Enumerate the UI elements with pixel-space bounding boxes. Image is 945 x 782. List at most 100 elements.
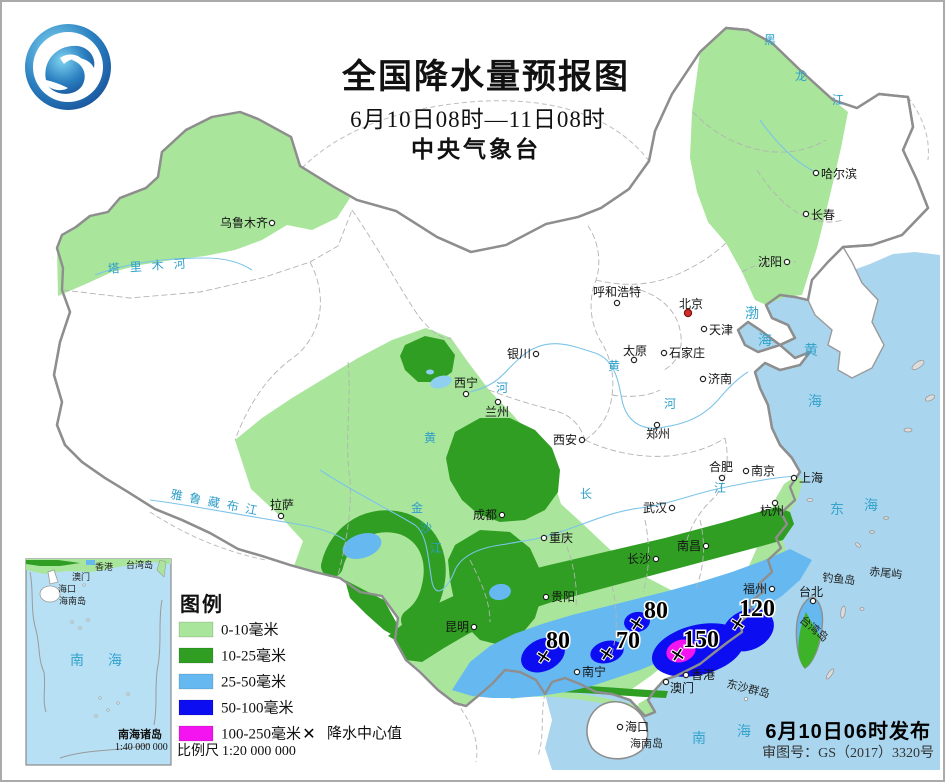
island-label: 赤尾屿 [869,565,903,581]
sea-labels: 渤海黄海东 海南海 [692,305,878,746]
city-label: 天津 [709,323,733,337]
city-label: 银川 [507,347,531,361]
city-label: 南昌 [677,538,701,553]
inset-label: 澳门 [72,571,90,582]
legend-swatch [178,699,214,716]
precip-50-100mm [521,608,774,677]
inset-label: 台湾岛 [126,559,153,570]
map-subtitle: 6月10日08时—11日08时 [350,107,606,132]
taiwan-island [795,596,824,669]
city-dot [613,299,621,307]
sea-label: 黄 [804,342,818,358]
precip-center-values: ✕80✕70✕80✕150✕120 [533,595,776,670]
precip-100-250mm [666,639,696,663]
city-label: 昆明 [445,620,469,634]
legend-swatch [178,647,214,664]
city-label: 香港 [691,668,715,682]
city-label: 乌鲁木齐 [220,215,268,230]
legend-title: 图例 [180,592,224,616]
map-agency: 中央气象台 [411,136,541,162]
city-dot [700,325,708,333]
city-dot [268,219,276,227]
legend-swatch [178,621,214,638]
sea-label: 东 [830,501,844,517]
river-label: 黄 [424,431,436,445]
river-label: 河 [496,381,508,395]
inset-label: 海南岛 [59,595,86,606]
legend-item-label: 50-100毫米 [221,699,294,717]
map-footer: 6月10日06时发布 审图号：GS（2017）3320号 [762,719,934,761]
legend: 图例 0-10毫米 10-25毫米 25-50毫米 50-100毫米 100-250毫米… [177,592,402,759]
release-time: 6月10日06时发布 [765,719,931,743]
city-dot [699,375,707,383]
city-dot [652,555,660,563]
precip-center-mark: ✕ [534,646,553,669]
capital-dot [683,308,693,318]
city-dot [616,723,624,731]
approval-number: 审图号：GS（2017）3320号 [762,745,934,761]
inset-name: 南海诸岛 [118,727,162,741]
river-label: 黄 [608,359,620,373]
legend-swatch [178,725,214,742]
river-label: 黑 [764,33,776,47]
city-label: 西安 [553,432,577,447]
city-label: 石家庄 [669,345,705,360]
city-dot [498,511,506,519]
precip-center-mark: ✕ [728,613,747,636]
inset-label: 海 [108,652,122,668]
city-dot [462,390,470,398]
city-label: 台北 [799,584,823,599]
inset-rain-patch [86,560,95,565]
city-label: 长春 [811,208,835,222]
precip-center-value: 80 [546,628,570,654]
city-dot [702,542,710,550]
river-label: 沙 [420,521,432,535]
city-dot [532,350,540,358]
city-dot [540,534,548,542]
city-dot [470,623,478,631]
inset-mainland-rain [26,560,80,566]
china-coast-stroke [52,26,930,718]
lakes [426,369,452,389]
island-label: 钓鱼岛 [822,570,856,587]
river-label: 龙 [795,69,807,83]
logo-swirl-icon [45,45,95,94]
city-label: 沈阳 [758,254,782,269]
river-label: 塔里木河 [107,256,196,276]
city-dot [660,349,668,357]
city-label: 重庆 [549,531,573,545]
legend-item-label: 100-250毫米 [221,725,301,743]
city-label: 成都 [473,508,497,522]
city-label: 海口 [625,719,649,734]
sea-label: 海 [758,332,772,348]
legend-center-marker-label: 降水中心值 [327,725,402,742]
city-label: 哈尔滨 [821,166,857,181]
city-dot [718,474,726,482]
city-label: 兰州 [485,405,509,419]
city-dot [542,593,550,601]
city-label: 南宁 [582,664,606,679]
map-header: 全国降水量预报图 6月10日08时—11日08时 中央气象台 [341,57,628,162]
precip-center-mark: ✕ [668,644,687,667]
city-dot [768,585,776,593]
city-dot [682,671,690,679]
city-dot [630,356,638,364]
city-label: 贵阳 [551,590,575,604]
cma-logo [25,24,111,110]
precip-center-mark: ✕ [597,643,616,666]
river-label: 江 [714,481,726,495]
inset-leizhou [47,569,59,585]
city-dot [653,421,661,429]
city-dot [662,678,670,686]
map-scale-label: 比例尺 [177,743,219,759]
city-dot [668,504,676,512]
map-scale-value: 1:20 000 000 [222,744,296,759]
river-label: 金 [411,500,423,515]
inset-taiwan [156,559,167,578]
sea-label: 海 [737,723,751,739]
sea-label: 海 [864,497,878,513]
